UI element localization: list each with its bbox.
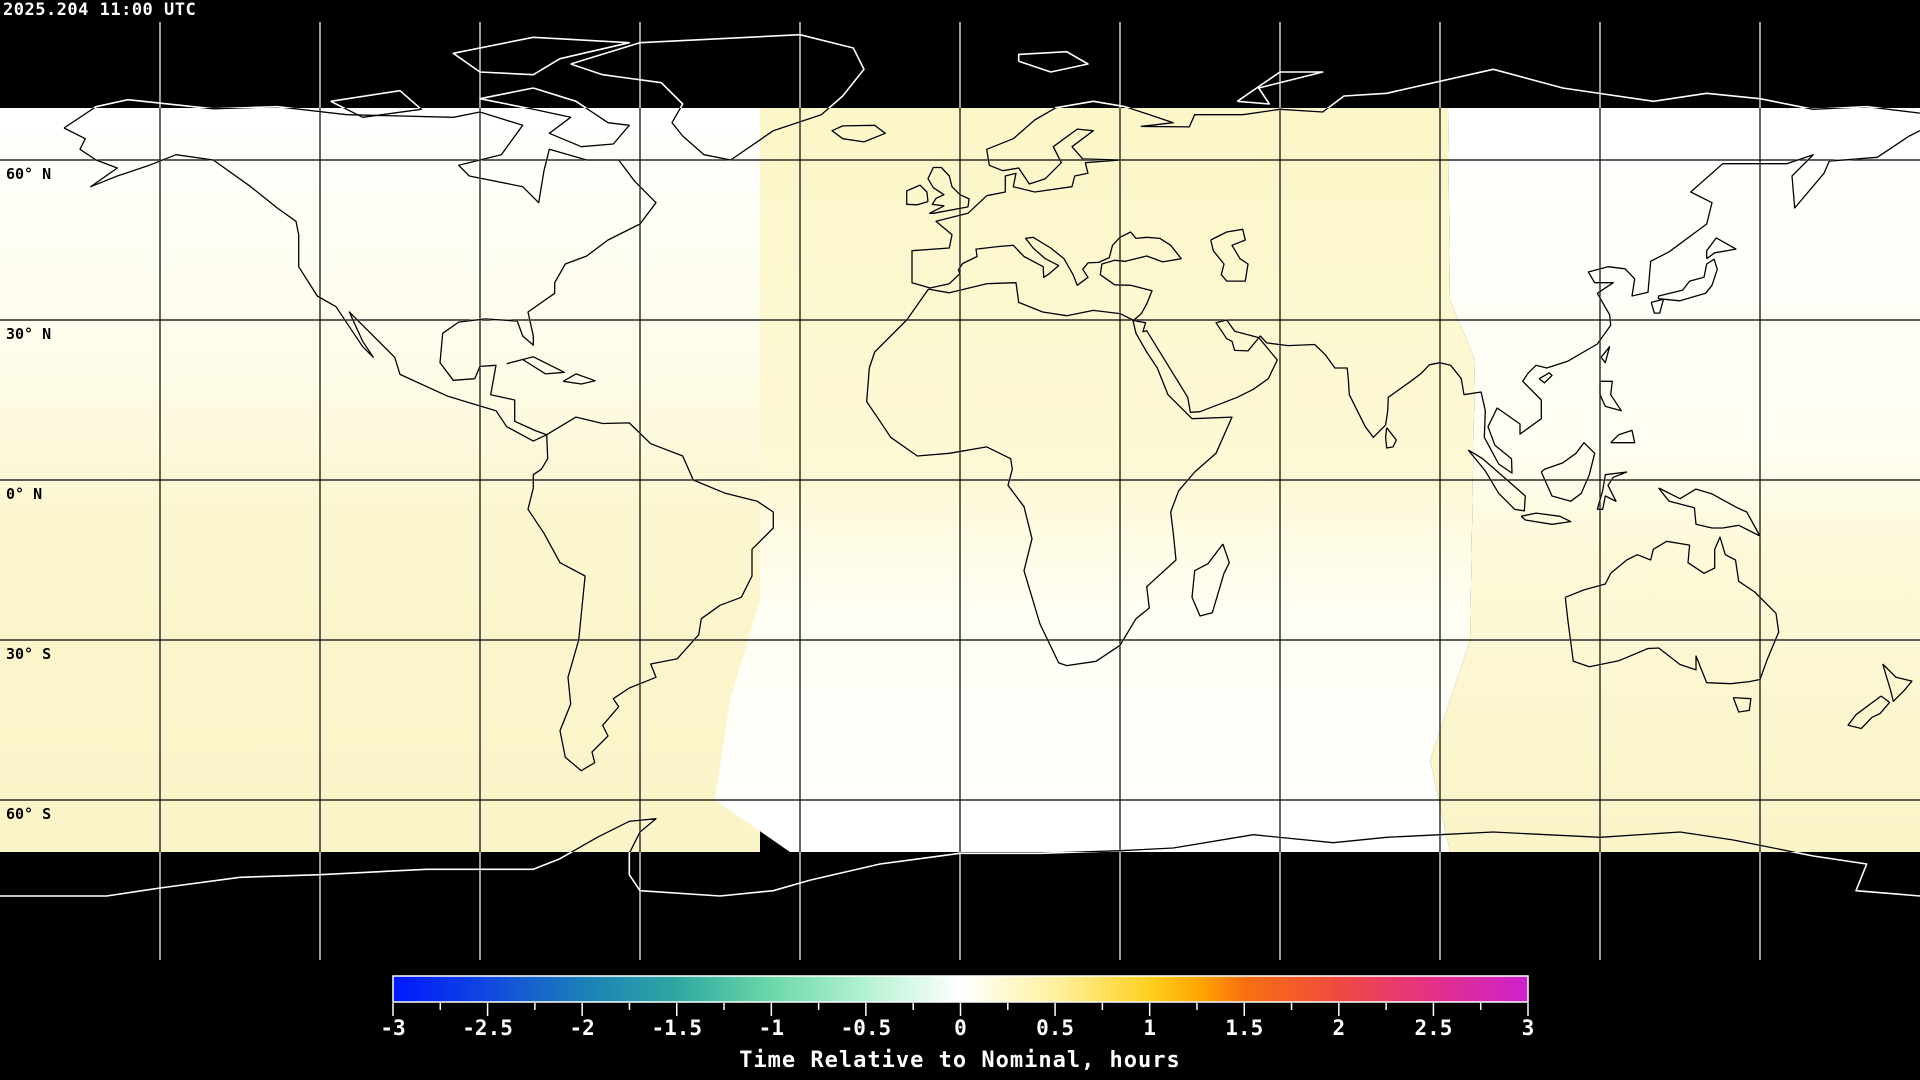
coastline [452, 36, 631, 76]
coastline [506, 356, 565, 375]
coastline [1706, 237, 1737, 260]
coastline [929, 130, 1920, 474]
coastline [1540, 442, 1596, 502]
colorbar-tick-label: -3 [380, 1016, 405, 1040]
latitude-label: 0° N [6, 485, 43, 503]
latitude-label: 30° S [6, 645, 52, 663]
coastline [1017, 50, 1089, 73]
colorbar-tick-label: 3 [1522, 1016, 1535, 1040]
coastline [671, 108, 830, 161]
coastline [906, 184, 929, 206]
colorbar-tick-label: 0.5 [1036, 1016, 1074, 1040]
coastline [831, 124, 886, 143]
coastline [527, 416, 774, 772]
latitude-label: 60° N [6, 165, 52, 183]
coastline [1191, 543, 1230, 617]
latitude-label: 30° N [6, 325, 52, 343]
coastline [927, 166, 970, 214]
colorbar-tick-label: 2.5 [1414, 1016, 1452, 1040]
world-map [0, 0, 1920, 960]
coastline [570, 818, 1797, 852]
coastline [866, 282, 1233, 667]
colorbar-tick-label: -2.5 [462, 1016, 513, 1040]
colorbar-gradient [392, 975, 1529, 1003]
coastline [1610, 429, 1636, 444]
coastline [342, 108, 422, 118]
colorbar-tick-label: 0 [954, 1016, 967, 1040]
coastline [1650, 298, 1665, 314]
coastline [1564, 536, 1780, 685]
coastline [911, 108, 1920, 289]
coastline [1236, 71, 1324, 105]
colorbar-tick-label: -0.5 [841, 1016, 892, 1040]
coastlines-on-data [63, 108, 1920, 852]
colorbar-tick-label: -1.5 [651, 1016, 702, 1040]
coastline [1732, 696, 1752, 713]
timestamp-title: 2025.204 11:00 UTC [3, 0, 197, 20]
coastline [1520, 512, 1572, 525]
coastline [1596, 471, 1628, 510]
coastline [63, 108, 657, 442]
coastline [1600, 346, 1611, 364]
coastline [1599, 380, 1622, 412]
colorbar-tick-label: 1.5 [1225, 1016, 1263, 1040]
colorbar-tick-label: -2 [570, 1016, 595, 1040]
coastline [1384, 427, 1397, 449]
colorbar-title: Time Relative to Nominal, hours [739, 1048, 1181, 1073]
coastline [1210, 228, 1249, 282]
latitude-label: 60° S [6, 805, 52, 823]
coastline [1882, 663, 1913, 702]
coastline [562, 373, 596, 385]
colorbar-ticks: -3 -2.5 -2 -1.5 -1 -0.5 0 0.5 1 1.5 2 2.5 3 [380, 1003, 1534, 1040]
coastline [1657, 258, 1718, 302]
colorbar-tick-label: -1 [759, 1016, 784, 1040]
colorbar-tick-label: 2 [1333, 1016, 1346, 1040]
coastline [1847, 695, 1891, 730]
coastline [1658, 487, 1761, 537]
colorbar: -3 -2.5 -2 -1.5 -1 -0.5 0 0.5 1 1.5 2 2.5 3 [380, 975, 1534, 1040]
coastline [1467, 449, 1526, 512]
coastline [1538, 372, 1553, 384]
coastline [523, 108, 630, 148]
colorbar-tick-label: 1 [1143, 1016, 1156, 1040]
graticule-on-data [0, 0, 1920, 960]
